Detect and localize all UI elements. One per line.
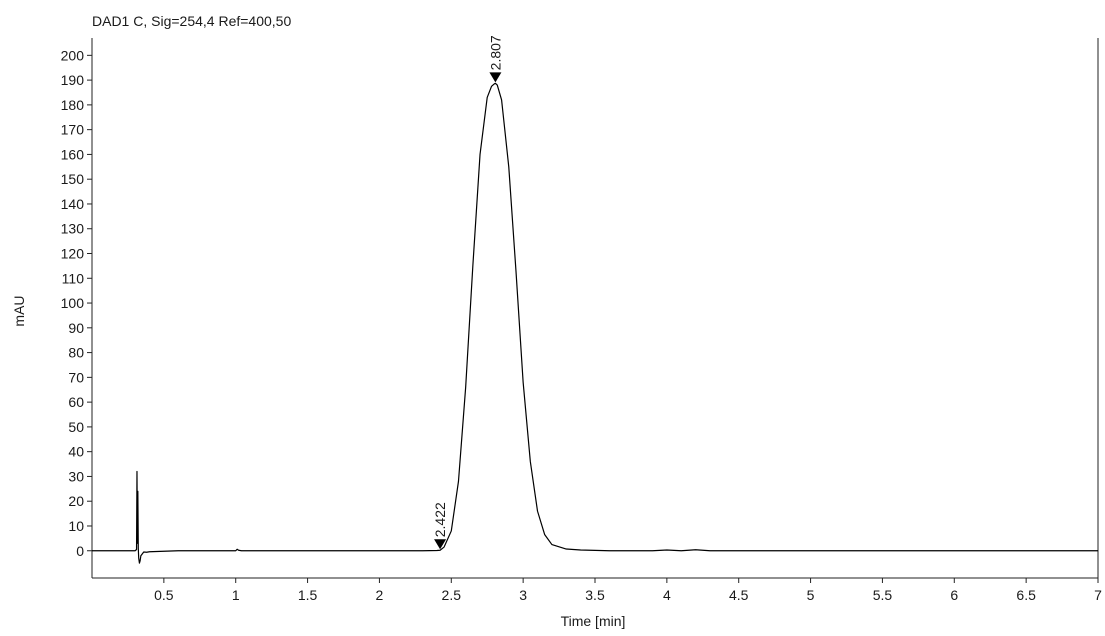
y-tick-label: 200 [61,47,85,63]
y-tick-label: 160 [61,146,85,162]
y-tick-label: 190 [61,72,85,88]
plot-frame [91,38,1099,579]
y-tick-label: 30 [68,468,84,484]
y-axis: 0 10 20 30 40 50 60 70 80 90 100 110 120 130 140 150 160… [61,47,92,559]
y-tick-label: 100 [61,295,85,311]
peak-marker-layer: 2.422 2.807 [432,35,503,550]
y-tick-label: 50 [68,419,84,435]
x-tick-label: 6.5 [1016,587,1036,603]
signal-title: DAD1 C, Sig=254,4 Ref=400,50 [92,13,291,29]
y-tick-label: 40 [68,444,84,460]
x-tick-label: 1 [232,587,240,603]
y-tick-label: 10 [68,518,84,534]
y-tick-label: 170 [61,122,85,138]
x-axis-title: Time [min] [561,613,626,629]
y-tick-label: 130 [61,221,85,237]
y-tick-label: 60 [68,394,84,410]
y-tick-label: 140 [61,196,85,212]
y-axis-title: mAU [11,295,27,326]
y-tick-label: 20 [68,493,84,509]
x-tick-label: 1.5 [298,587,318,603]
x-axis: 0.5 1 1.5 2 2.5 3 3.5 4 4.5 5 5.5 6 6.5 7 [154,578,1102,603]
chromatogram-trace [92,82,1098,564]
x-tick-label: 6 [950,587,958,603]
y-tick-label: 70 [68,369,84,385]
y-tick-label: 150 [61,171,85,187]
x-tick-label: 3.5 [585,587,605,603]
peak-marker-icon [489,72,502,83]
peak-marker-icon [434,539,447,550]
x-tick-label: 2 [376,587,384,603]
x-tick-label: 7 [1094,587,1102,603]
y-tick-label: 110 [62,270,85,286]
y-tick-label: 0 [76,543,84,559]
x-tick-label: 0.5 [154,587,174,603]
y-tick-label: 90 [68,320,84,336]
y-tick-label: 180 [61,97,85,113]
peak-retention-label: 2.807 [487,35,503,70]
y-tick-label: 80 [68,345,84,361]
x-tick-label: 2.5 [442,587,462,603]
x-tick-label: 3 [519,587,527,603]
peak-retention-label: 2.422 [432,502,448,537]
x-tick-label: 4 [663,587,671,603]
trace-layer [92,82,1098,564]
x-tick-label: 5.5 [873,587,893,603]
x-tick-label: 4.5 [729,587,749,603]
x-tick-label: 5 [807,587,815,603]
y-tick-label: 120 [61,246,85,262]
